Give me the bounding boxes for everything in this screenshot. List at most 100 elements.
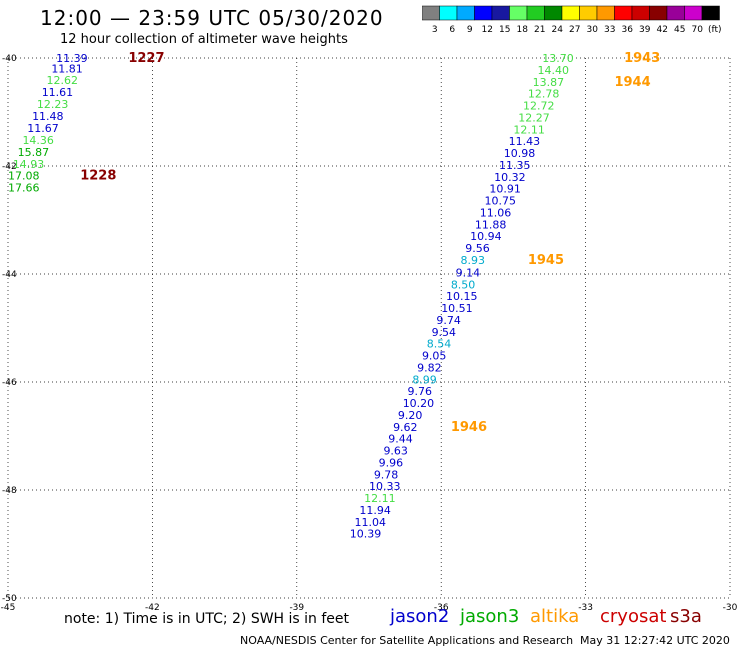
x-tick-label: -42	[145, 603, 160, 610]
wave-height-label: 14.40	[537, 64, 569, 77]
satellite-legend-altika: altika	[530, 606, 580, 627]
pass-time-label: 1944	[614, 75, 650, 90]
scale-label: 3	[432, 25, 438, 35]
wave-height-label: 8.99	[412, 373, 437, 386]
x-tick-label: -33	[578, 603, 593, 610]
scale-label: 45	[674, 25, 685, 35]
y-tick-label: -48	[2, 486, 17, 496]
pass-time-label: 1946	[451, 420, 487, 435]
scale-label: 21	[534, 25, 545, 35]
wave-height-label: 11.81	[51, 62, 83, 75]
wave-height-label: 8.50	[451, 278, 476, 291]
satellite-legend-jason3: jason3	[460, 606, 520, 627]
scale-label: 33	[604, 25, 615, 35]
wave-height-label: 10.33	[369, 480, 401, 493]
wave-height-label: 12.11	[513, 123, 545, 136]
wave-height-label: 11.04	[355, 516, 387, 529]
scale-label: 9	[467, 25, 473, 35]
scale-label: 24	[552, 25, 564, 35]
scale-label: 39	[639, 25, 651, 35]
scale-swatch	[701, 5, 720, 21]
wave-height-label: 8.54	[427, 338, 452, 351]
wave-height-label: 17.08	[8, 170, 40, 183]
wave-height-label: 11.39	[56, 52, 87, 65]
wave-height-label: 10.20	[403, 397, 435, 410]
pass-time-label: 1945	[528, 253, 564, 268]
pass-time-label: 1943	[624, 51, 660, 66]
satellite-legend-s3a: s3a	[670, 606, 702, 627]
x-tick-label: -36	[434, 603, 449, 610]
wave-height-label: 12.78	[528, 88, 560, 101]
wave-height-label: 9.96	[379, 456, 404, 469]
wave-height-label: 9.63	[383, 445, 408, 458]
x-tick-label: -45	[1, 603, 16, 610]
wave-height-label: 10.32	[494, 171, 526, 184]
wave-height-label: 10.91	[489, 183, 521, 196]
x-tick-label: -30	[723, 603, 738, 610]
y-tick-label: -44	[2, 270, 17, 280]
wave-height-label: 11.43	[509, 135, 541, 148]
scale-label: 15	[499, 25, 510, 35]
satellite-legend-cryosat: cryosat	[600, 606, 667, 627]
wave-height-label: 12.72	[523, 100, 555, 113]
pass-time-label: 1227	[128, 51, 164, 66]
wave-height-label: 12.62	[47, 74, 79, 87]
wave-height-label: 9.14	[456, 266, 481, 279]
wave-height-label: 8.93	[460, 254, 485, 267]
wave-height-label: 11.48	[32, 110, 64, 123]
wave-height-label: 11.06	[480, 206, 512, 219]
wave-height-label: 14.93	[13, 158, 44, 171]
wave-height-label: 12.27	[518, 111, 550, 124]
scale-label: 30	[587, 25, 599, 35]
scale-label: 36	[622, 25, 634, 35]
wave-height-label: 9.05	[422, 350, 447, 363]
scale-label: (ft)	[708, 25, 722, 35]
y-tick-label: -50	[2, 594, 17, 604]
wave-height-label: 11.67	[27, 122, 59, 135]
scale-label: 12	[482, 25, 493, 35]
scale-label: 70	[692, 25, 704, 35]
scale-label: 6	[449, 25, 455, 35]
wave-height-label: 12.23	[37, 98, 69, 111]
wave-height-label: 11.88	[475, 218, 507, 231]
wave-height-label: 9.62	[393, 421, 418, 434]
wave-height-label: 13.70	[542, 52, 574, 65]
scale-label: 42	[657, 25, 668, 35]
wave-height-label: 9.74	[436, 314, 461, 327]
scale-label: 27	[569, 25, 580, 35]
wave-height-label: 9.44	[388, 433, 413, 446]
wave-height-label: 10.94	[470, 230, 502, 243]
wave-height-label: 9.82	[417, 361, 442, 374]
wave-height-label: 10.39	[350, 528, 382, 541]
y-tick-label: -46	[2, 378, 17, 388]
scale-label: 18	[517, 25, 529, 35]
y-tick-label: -40	[2, 54, 17, 64]
wave-height-label: 9.54	[432, 326, 457, 339]
wave-height-label: 12.11	[364, 492, 396, 505]
wave-height-label: 10.15	[446, 290, 478, 303]
wave-height-label: 11.94	[359, 504, 391, 517]
map-subtitle: 12 hour collection of altimeter wave hei…	[60, 32, 348, 47]
wave-height-label: 10.51	[441, 302, 473, 315]
wave-height-label: 14.36	[22, 134, 54, 147]
wave-height-label: 15.87	[18, 146, 50, 159]
wave-height-label: 10.75	[485, 195, 517, 208]
map-title: 12:00 — 23:59 UTC 05/30/2020	[40, 6, 384, 30]
credit-line: NOAA/NESDIS Center for Satellite Applica…	[240, 634, 574, 647]
wave-height-map: -45 -42 -39 -36 -33 -30 -40 -42 -44 -46 -48 -50 11.3…	[1, 51, 738, 610]
wave-height-label: 9.56	[465, 242, 490, 255]
wave-height-label: 9.78	[374, 468, 399, 481]
wave-height-label: 9.20	[398, 409, 423, 422]
x-tick-label: -39	[289, 603, 304, 610]
satellite-legend-jason2: jason2	[390, 606, 450, 627]
color-scale-legend: 3 6 9 12 15 18 21 24 27 30 33 36 39 42 45 70 (ft)	[422, 5, 722, 35]
wave-height-label: 9.76	[408, 385, 433, 398]
footer-note: note: 1) Time is in UTC; 2) SWH is in fe…	[64, 611, 350, 627]
y-tick-label: -42	[2, 162, 17, 172]
generation-timestamp: May 31 12:27:42 UTC 2020	[580, 634, 730, 647]
wave-height-label: 10.98	[504, 147, 535, 160]
wave-height-label: 11.35	[499, 159, 530, 172]
wave-height-label: 11.61	[42, 86, 73, 99]
wave-height-label: 13.87	[533, 76, 565, 89]
pass-time-label: 1228	[80, 169, 116, 184]
